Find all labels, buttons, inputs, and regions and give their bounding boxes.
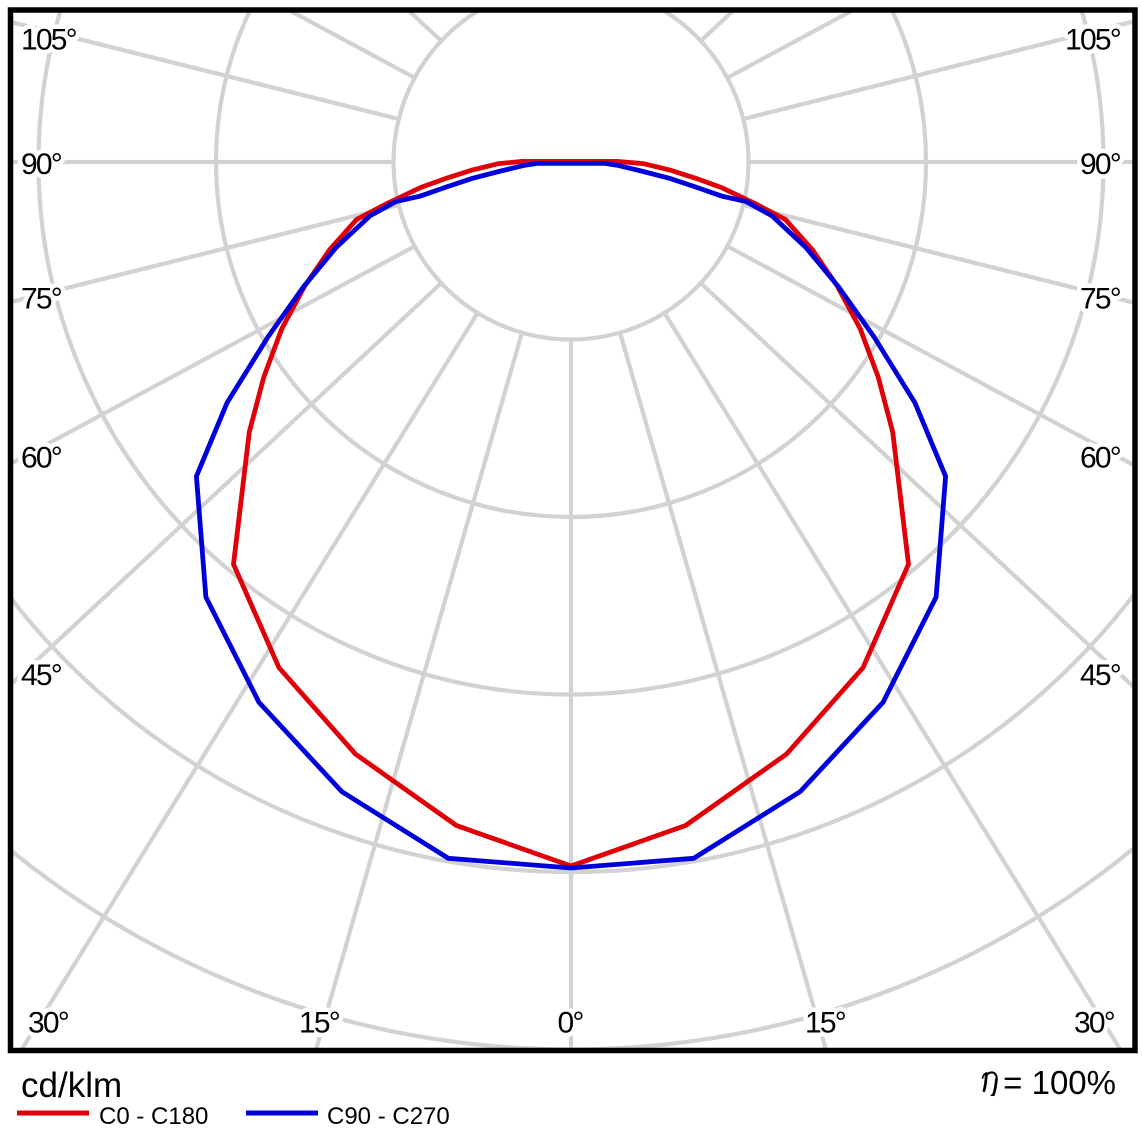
svg-text:30°: 30° xyxy=(28,1006,69,1039)
svg-text:30°: 30° xyxy=(1074,1006,1115,1039)
svg-text:75°: 75° xyxy=(21,282,62,315)
svg-text:75°: 75° xyxy=(1080,282,1121,315)
svg-text:90°: 90° xyxy=(1080,148,1121,181)
svg-text:= 100%: = 100% xyxy=(1003,1064,1116,1101)
svg-text:45°: 45° xyxy=(1080,659,1121,692)
svg-text:60°: 60° xyxy=(21,441,62,474)
svg-text:105°: 105° xyxy=(21,23,77,56)
svg-text:90°: 90° xyxy=(21,148,62,181)
svg-text:105°: 105° xyxy=(1065,23,1121,56)
svg-text:45°: 45° xyxy=(1080,659,1121,692)
svg-text:15°: 15° xyxy=(299,1006,340,1039)
svg-text:30°: 30° xyxy=(1074,1006,1115,1039)
svg-text:75°: 75° xyxy=(1080,282,1121,315)
svg-text:0°: 0° xyxy=(557,1006,583,1039)
svg-text:105°: 105° xyxy=(1065,23,1121,56)
svg-text:90°: 90° xyxy=(1080,148,1121,181)
svg-text:60°: 60° xyxy=(21,441,62,474)
svg-text:45°: 45° xyxy=(21,659,62,692)
svg-text:30°: 30° xyxy=(28,1006,69,1039)
svg-text:15°: 15° xyxy=(299,1006,340,1039)
svg-text:15°: 15° xyxy=(805,1006,846,1039)
svg-text:45°: 45° xyxy=(21,659,62,692)
svg-text:105°: 105° xyxy=(21,23,77,56)
svg-text:C0 - C180: C0 - C180 xyxy=(99,1103,208,1130)
svg-text:60°: 60° xyxy=(1080,441,1121,474)
svg-text:90°: 90° xyxy=(21,148,62,181)
svg-text:75°: 75° xyxy=(21,282,62,315)
svg-text:15°: 15° xyxy=(805,1006,846,1039)
svg-text:cd/klm: cd/klm xyxy=(21,1066,122,1105)
svg-text:60°: 60° xyxy=(1080,441,1121,474)
svg-text:C90 - C270: C90 - C270 xyxy=(327,1103,450,1130)
